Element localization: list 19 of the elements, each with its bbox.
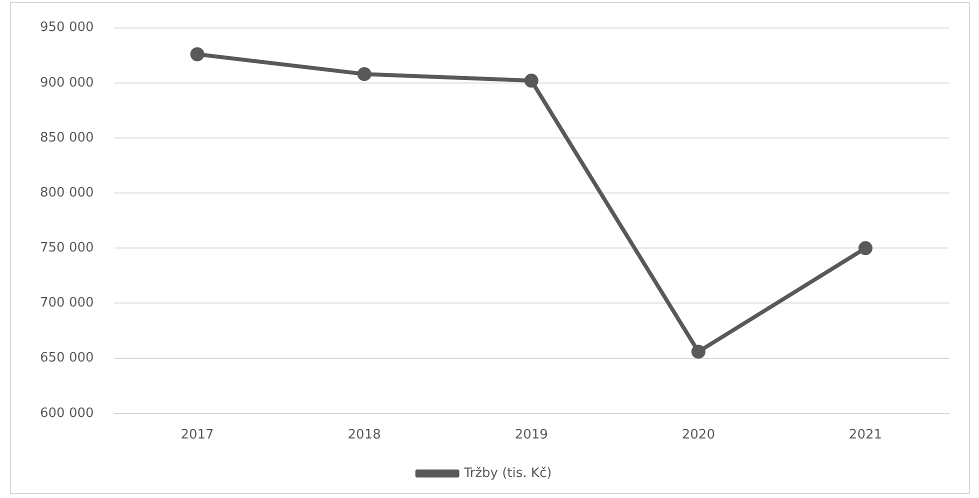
point [524, 74, 538, 88]
y-tick-label: 850 000 [40, 130, 94, 146]
point [190, 47, 204, 62]
y-tick-label: 800 000 [40, 185, 94, 200]
legend-label: Tržby (tis. Kč) [462, 466, 552, 481]
y-tick-label: 950 000 [40, 20, 94, 36]
x-tick-label: 2021 [848, 428, 882, 443]
x-tick-label: 2020 [682, 428, 715, 443]
y-tick-label: 700 000 [40, 296, 94, 311]
x-tick-label: 2017 [180, 428, 214, 443]
point [691, 344, 706, 359]
y-tick-label: 600 000 [40, 406, 94, 421]
y-tick-label: 900 000 [40, 75, 94, 90]
x-tick-label: 2018 [348, 428, 381, 443]
point [858, 241, 872, 256]
y-tick-label: 750 000 [40, 240, 94, 256]
point [357, 67, 372, 82]
x-tick-label: 2019 [514, 428, 548, 443]
y-tick-label: 650 000 [40, 350, 94, 366]
